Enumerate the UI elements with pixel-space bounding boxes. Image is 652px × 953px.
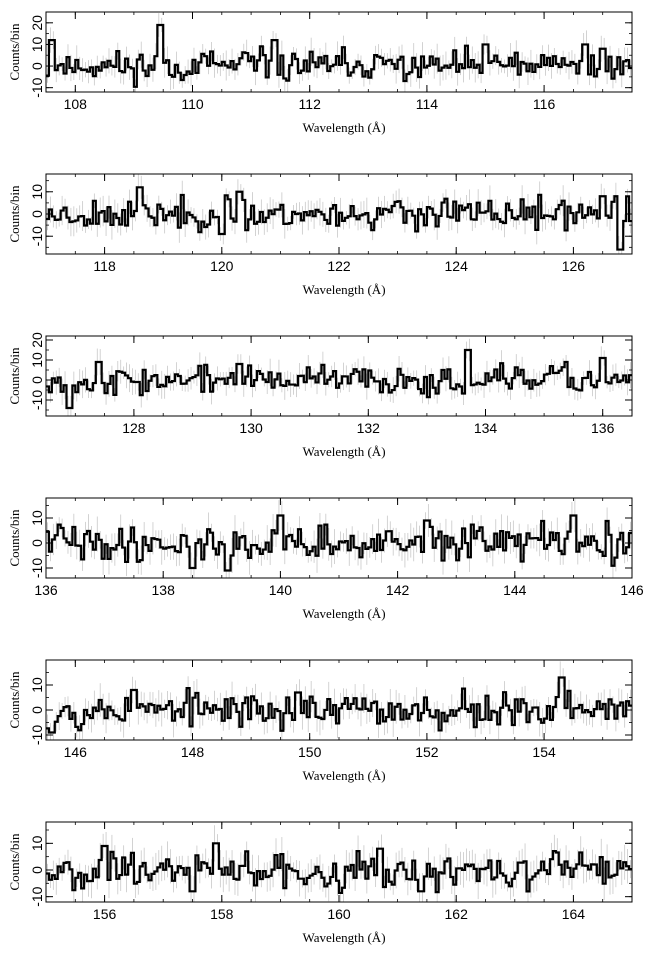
x-tick-label: 122 — [327, 258, 351, 274]
x-tick-label: 120 — [210, 258, 234, 274]
x-tick-label: 110 — [181, 96, 204, 112]
y-tick-label: -10 — [29, 390, 45, 410]
y-tick-label: -10 — [29, 226, 45, 246]
x-tick-label: 140 — [269, 582, 293, 598]
y-tick-label: 10 — [29, 184, 45, 200]
x-tick-label: 126 — [562, 258, 586, 274]
counts-histogram — [46, 514, 632, 572]
x-tick-label: 124 — [445, 258, 469, 274]
x-axis-title: Wavelength (Å) — [302, 768, 385, 783]
x-tick-label: 146 — [64, 744, 88, 760]
y-tick-label: 0 — [29, 539, 45, 547]
y-axis-title: Counts/bin — [7, 833, 22, 891]
x-tick-label: 114 — [416, 96, 439, 112]
x-tick-label: 144 — [503, 582, 527, 598]
y-tick-label: 20 — [29, 332, 45, 348]
x-tick-label: 138 — [152, 582, 176, 598]
counts-histogram — [46, 842, 632, 895]
x-tick-label: 150 — [298, 744, 322, 760]
x-tick-label: 146 — [620, 582, 644, 598]
x-tick-label: 118 — [93, 258, 116, 274]
x-axis-title: Wavelength (Å) — [302, 120, 385, 135]
plot-frame — [45, 659, 633, 741]
y-tick-label: 10 — [29, 835, 45, 851]
x-tick-label: 164 — [562, 906, 586, 922]
x-tick-label: 154 — [532, 744, 556, 760]
spectrum-panel-1: 108 110 112 114 116 -10 0 10 20 Wavelength (Å) Cou… — [7, 11, 633, 135]
x-tick-label: 136 — [34, 582, 58, 598]
x-axis-title: Wavelength (Å) — [302, 606, 385, 621]
y-axis-title: Counts/bin — [7, 185, 22, 243]
y-tick-label: -10 — [29, 886, 45, 906]
y-tick-label: 20 — [29, 15, 45, 31]
x-tick-label: 160 — [327, 906, 351, 922]
y-tick-label: 0 — [29, 210, 45, 218]
y-tick-label: 10 — [29, 510, 45, 526]
y-tick-label: 0 — [29, 706, 45, 714]
x-tick-label: 108 — [64, 96, 88, 112]
y-tick-label: 0 — [29, 376, 45, 384]
y-tick-label: 0 — [29, 866, 45, 874]
y-axis-title: Counts/bin — [7, 23, 22, 81]
x-tick-label: 148 — [181, 744, 205, 760]
y-axis-title: Counts/bin — [7, 347, 22, 405]
spectrum-panel-2: 118 120 122 124 126 -10 0 10 Wavelength (Å) Count… — [7, 173, 633, 297]
x-tick-label: 156 — [93, 906, 117, 922]
x-tick-label: 112 — [299, 96, 322, 112]
x-tick-label: 134 — [474, 420, 498, 436]
x-axis-title: Wavelength (Å) — [302, 930, 385, 945]
counts-histogram — [46, 23, 632, 88]
x-axis-title: Wavelength (Å) — [302, 444, 385, 459]
x-tick-label: 116 — [533, 96, 556, 112]
y-tick-label: 0 — [29, 62, 45, 70]
spectrum-panel-5: 146 148 150 152 154 -10 0 10 Wavelength (Å) Count… — [7, 659, 633, 783]
x-tick-label: 130 — [239, 420, 263, 436]
x-axis-title: Wavelength (Å) — [302, 282, 385, 297]
x-tick-label: 158 — [210, 906, 234, 922]
x-tick-label: 128 — [122, 420, 146, 436]
y-tick-label: 10 — [29, 36, 45, 52]
error-bars — [47, 661, 631, 740]
y-tick-label: 10 — [29, 677, 45, 693]
y-tick-label: -10 — [29, 725, 45, 745]
x-tick-label: 142 — [386, 582, 410, 598]
counts-histogram — [46, 348, 632, 410]
x-tick-label: 136 — [591, 420, 615, 436]
y-axis-title: Counts/bin — [7, 671, 22, 729]
spectrum-panel-4: 136 138 140 142 144 146 -10 0 10 Wavelength (Å) Co… — [7, 497, 644, 621]
counts-histogram — [46, 676, 632, 734]
y-axis-title: Counts/bin — [7, 509, 22, 567]
y-tick-label: -10 — [29, 558, 45, 578]
x-tick-label: 132 — [357, 420, 381, 436]
y-tick-label: 10 — [29, 352, 45, 368]
y-tick-label: -10 — [29, 77, 45, 97]
x-tick-label: 162 — [445, 906, 469, 922]
spectrum-panel-6: 156 158 160 162 164 -10 0 10 Wavelength (Å) Count… — [7, 821, 633, 945]
x-tick-label: 152 — [415, 744, 439, 760]
spectrum-panel-3: 128 130 132 134 136 -10 0 10 20 Wavelength (Å) Cou… — [7, 332, 633, 459]
counts-histogram — [46, 186, 632, 251]
